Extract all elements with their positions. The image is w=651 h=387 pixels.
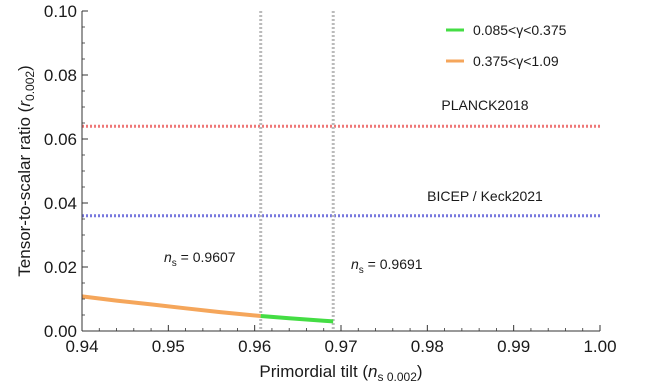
- vline-label-sub: s: [359, 265, 364, 276]
- y-axis-label-var: r: [15, 100, 34, 107]
- hline-label: PLANCK2018: [441, 97, 528, 113]
- x-tick-label: 0.98: [411, 337, 444, 356]
- reference-vlines: [259, 11, 335, 331]
- y-tick-label: 0.00: [44, 322, 77, 341]
- vline-label-var: n: [351, 256, 359, 272]
- y-axis-label-sub: 0.002: [23, 71, 37, 101]
- x-tick-label: 0.97: [324, 337, 357, 356]
- x-tick-label: 0.99: [497, 337, 530, 356]
- vline-label-text: = 0.9607: [177, 249, 236, 265]
- y-tick-label: 0.10: [44, 2, 77, 21]
- x-tick-label: 0.95: [152, 337, 185, 356]
- y-axis-label: Tensor-to-scalar ratio (r0.002): [15, 65, 37, 276]
- hline-label: BICEP / Keck2021: [427, 188, 543, 204]
- series-line-0: [260, 314, 334, 324]
- vline-label: ns = 0.9691: [351, 256, 423, 276]
- y-ticks: 0.00 0.02 0.04 0.06 0.08 0.10: [44, 2, 88, 341]
- x-axis-label-close: ): [417, 362, 423, 381]
- y-tick-label: 0.02: [44, 258, 77, 277]
- x-ticks: 0.94 0.95 0.96 0.97 0.98 0.99 1.00: [65, 325, 617, 356]
- legend-label-1: 0.375<γ<1.09: [473, 53, 559, 69]
- legend: 0.085<γ<0.375 0.375<γ<1.09: [446, 22, 567, 69]
- vline-label: ns = 0.9607: [164, 249, 236, 269]
- y-axis-label-close: ): [15, 65, 34, 71]
- series-group: [81, 294, 334, 324]
- x-axis-label-main: Primordial tilt (: [259, 362, 368, 381]
- vline-label-sub: s: [172, 258, 177, 269]
- y-tick-label: 0.08: [44, 66, 77, 85]
- x-axis-label-sub: s 0.002: [378, 370, 418, 384]
- y-tick-label: 0.06: [44, 130, 77, 149]
- y-tick-label: 0.04: [44, 194, 77, 213]
- x-tick-label: 1.00: [583, 337, 616, 356]
- vline-label-var: n: [164, 249, 172, 265]
- series-line-1: [81, 294, 261, 318]
- x-axis-label: Primordial tilt (ns 0.002): [259, 362, 422, 384]
- x-tick-label: 0.96: [238, 337, 271, 356]
- x-axis-label-var: n: [368, 362, 377, 381]
- vline-label-text: = 0.9691: [364, 256, 423, 272]
- y-axis-label-main: Tensor-to-scalar ratio (: [15, 106, 34, 276]
- x-tick-label: 0.94: [65, 337, 98, 356]
- legend-label-0: 0.085<γ<0.375: [473, 22, 567, 38]
